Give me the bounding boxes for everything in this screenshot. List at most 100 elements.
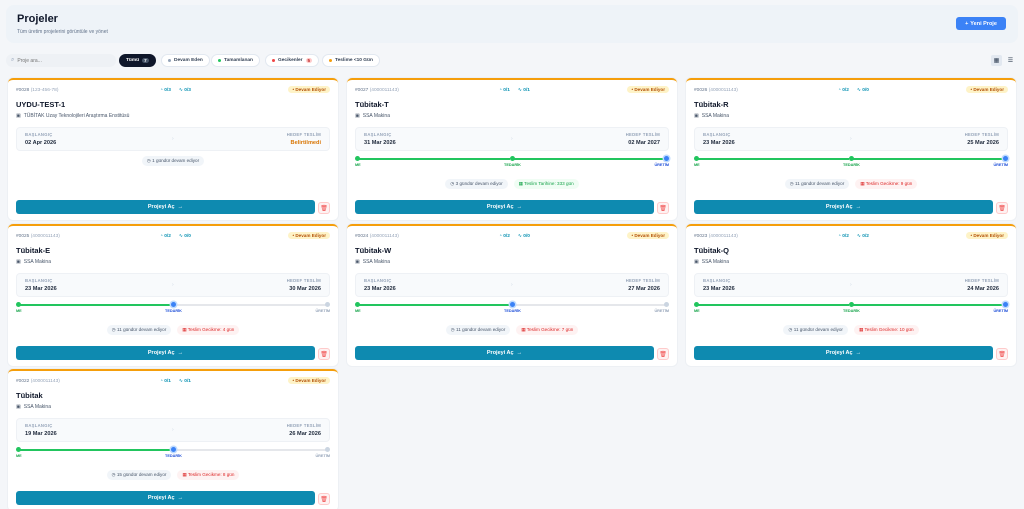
status-badge: • Devam Ediyor bbox=[966, 232, 1008, 239]
task-stat: ◔ 0/2 bbox=[160, 234, 171, 239]
delete-project-button[interactable]: 🗑 bbox=[996, 202, 1008, 214]
list-view-button[interactable]: ☰ bbox=[1005, 55, 1016, 66]
stage-label: ME bbox=[694, 309, 700, 313]
duration-pill: ◷ 11 gündür devam ediyor bbox=[445, 325, 511, 335]
project-title: Tübitak-E bbox=[16, 246, 51, 255]
filter-count: 5 bbox=[305, 58, 313, 63]
open-project-button[interactable]: Projeyi Aç → bbox=[16, 491, 315, 505]
trend-icon: ∿ bbox=[856, 88, 861, 93]
delay-pill: ▦ Teslim Gecikme: 10 gün bbox=[853, 325, 919, 335]
target-label: HEDEF TESLİM bbox=[625, 278, 660, 283]
task-stat: ◔ 0/2 bbox=[838, 234, 849, 239]
target-date: 02 Mar 2027 bbox=[628, 140, 660, 146]
trash-icon: 🗑 bbox=[320, 205, 328, 212]
task-stat: ◔ 0/1 bbox=[160, 379, 171, 384]
status-pills: ◷ 11 gündür devam ediyor ▦ Teslim Gecikm… bbox=[686, 179, 1016, 189]
stage-dot bbox=[694, 156, 699, 161]
filter-all[interactable]: Tümü 7 bbox=[119, 54, 156, 67]
start-label: BAŞLANGIÇ bbox=[703, 132, 731, 137]
timeline-segment bbox=[698, 304, 849, 306]
status-pills: ◷ 15 gündür devam ediyor ▦ Teslim Gecikm… bbox=[8, 470, 338, 480]
task-stat: ◔ 0/1 bbox=[499, 88, 510, 93]
filter-label: Devam Eden bbox=[174, 58, 203, 63]
project-stats: ◔ 0/1 ∿ 0/1 bbox=[160, 379, 191, 384]
delete-project-button[interactable]: 🗑 bbox=[657, 202, 669, 214]
stage-label: ME bbox=[355, 163, 361, 167]
status-badge: • Devam Ediyor bbox=[966, 86, 1008, 93]
filter-completed[interactable]: Tamamlanan bbox=[211, 54, 260, 67]
open-project-button[interactable]: Projeyi Aç → bbox=[16, 346, 315, 360]
target-date: 27 Mar 2026 bbox=[628, 286, 660, 292]
open-project-button[interactable]: Projeyi Aç → bbox=[355, 200, 654, 214]
stage-label: TEDARİK bbox=[843, 309, 860, 313]
open-project-button[interactable]: Projeyi Aç → bbox=[355, 346, 654, 360]
project-code: #0026 (4000011143) bbox=[694, 88, 738, 93]
building-icon: ▣ bbox=[694, 259, 699, 265]
stage-timeline: ME TEDARİK ÜRETİM bbox=[16, 446, 330, 462]
open-project-button[interactable]: Projeyi Aç → bbox=[16, 200, 315, 214]
new-project-label: Yeni Proje bbox=[970, 20, 997, 27]
target-date: 30 Mar 2026 bbox=[289, 286, 321, 292]
list-icon: ☰ bbox=[1007, 58, 1014, 64]
filter-delayed[interactable]: Gecikenler 5 bbox=[265, 54, 320, 67]
search-input[interactable] bbox=[17, 57, 108, 64]
project-title: UYDU-TEST-1 bbox=[16, 100, 66, 109]
stage-dot bbox=[325, 447, 330, 452]
arrow-right-icon: → bbox=[516, 350, 523, 356]
stage-dot bbox=[1003, 302, 1008, 307]
start-label: BAŞLANGIÇ bbox=[25, 132, 53, 137]
stage-label: ÜRETİM bbox=[993, 163, 1008, 167]
grid-view-button[interactable]: ▦ bbox=[991, 55, 1002, 66]
arrow-icon: › bbox=[172, 136, 174, 142]
new-project-button[interactable]: + Yeni Proje bbox=[956, 17, 1006, 30]
project-card: #0023 (4000011143) ◔ 0/2 ∿ 0/2 • Devam E… bbox=[686, 224, 1016, 366]
grid-icon: ▦ bbox=[993, 58, 1000, 64]
target-label: HEDEF TESLİM bbox=[625, 132, 660, 137]
search-box[interactable]: ⌕ bbox=[6, 54, 116, 67]
timeline-segment bbox=[20, 304, 171, 306]
project-stats: ◔ 0/2 ∿ 0/0 bbox=[160, 234, 191, 239]
delete-project-button[interactable]: 🗑 bbox=[657, 348, 669, 360]
delete-project-button[interactable]: 🗑 bbox=[996, 348, 1008, 360]
arrow-icon: › bbox=[850, 136, 852, 142]
link-stat: ∿ 0/3 bbox=[178, 88, 191, 93]
stage-dot bbox=[849, 156, 854, 161]
search-icon: ⌕ bbox=[11, 57, 15, 63]
stage-label: TEDARİK bbox=[165, 309, 182, 313]
stage-timeline: ME TEDARİK ÜRETİM bbox=[694, 155, 1008, 171]
project-stats: ◔ 0/1 ∿ 0/1 bbox=[499, 88, 530, 93]
check-circle-icon: ◔ bbox=[838, 234, 841, 239]
timeline-segment bbox=[853, 158, 1004, 160]
start-label: BAŞLANGIÇ bbox=[364, 278, 392, 283]
arrow-right-icon: → bbox=[516, 204, 523, 210]
status-dot-icon bbox=[272, 59, 275, 62]
stage-label: TEDARİK bbox=[504, 163, 521, 167]
trash-icon: 🗑 bbox=[320, 351, 328, 358]
delete-project-button[interactable]: 🗑 bbox=[318, 348, 330, 360]
filter-due-soon[interactable]: Teslime <10 Gün bbox=[322, 54, 380, 67]
open-project-button[interactable]: Projeyi Aç → bbox=[694, 200, 993, 214]
link-stat: ∿ 0/0 bbox=[856, 88, 869, 93]
status-dot-icon bbox=[218, 59, 221, 62]
target-label: HEDEF TESLİM bbox=[286, 278, 321, 283]
delete-project-button[interactable]: 🗑 bbox=[318, 202, 330, 214]
link-stat: ∿ 0/1 bbox=[517, 88, 530, 93]
start-date: 23 Mar 2026 bbox=[703, 286, 735, 292]
open-project-button[interactable]: Projeyi Aç → bbox=[694, 346, 993, 360]
project-card: #0025 (4000011143) ◔ 0/2 ∿ 0/0 • Devam E… bbox=[8, 224, 338, 366]
building-icon: ▣ bbox=[16, 404, 21, 410]
timeline-segment bbox=[359, 304, 510, 306]
filter-in-progress[interactable]: Devam Eden bbox=[161, 54, 210, 67]
task-stat: ◔ 0/3 bbox=[160, 88, 171, 93]
project-code: #0022 (4000011143) bbox=[16, 379, 60, 384]
trend-icon: ∿ bbox=[517, 88, 522, 93]
delete-project-button[interactable]: 🗑 bbox=[318, 493, 330, 505]
stage-dot bbox=[325, 302, 330, 307]
stage-dot bbox=[694, 302, 699, 307]
project-code: #0023 (4000011143) bbox=[694, 234, 738, 239]
stage-dot bbox=[510, 302, 515, 307]
stage-dot bbox=[664, 302, 669, 307]
check-circle-icon: ◔ bbox=[838, 88, 841, 93]
stage-label: ÜRETİM bbox=[315, 454, 330, 458]
building-icon: ▣ bbox=[355, 113, 360, 119]
